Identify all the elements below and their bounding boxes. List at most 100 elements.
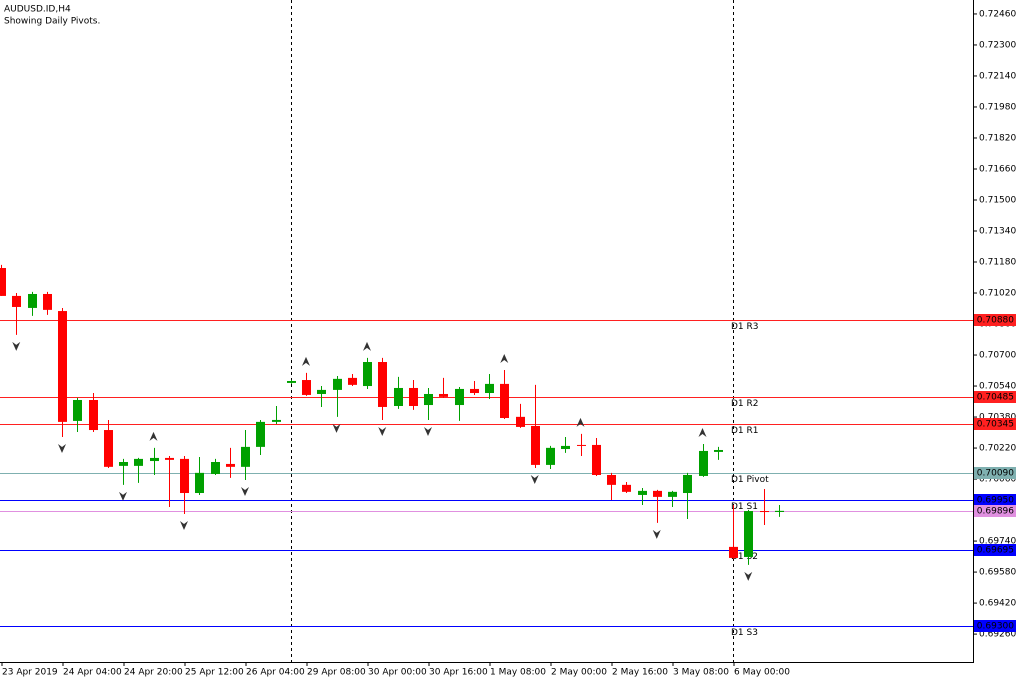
fractal-up (363, 341, 371, 351)
x-tick-label: 30 Apr 16:00 (429, 668, 488, 678)
fractal-up (302, 356, 310, 366)
y-tick-label: 0.70540 (979, 382, 1016, 392)
candle-body (73, 399, 82, 421)
candle-body (592, 444, 601, 475)
pivot-name: D1 R3 (731, 322, 759, 332)
fractal-down (119, 491, 127, 501)
candle-body (500, 383, 509, 419)
candle-body (760, 511, 769, 513)
price-label-box (974, 418, 1016, 430)
candle-body (607, 474, 616, 485)
fractal-down (424, 426, 432, 436)
fractal-down (378, 426, 387, 436)
candle-body (455, 388, 464, 406)
fractal-down (332, 423, 341, 433)
candle-body (89, 399, 98, 431)
candle-body (378, 362, 387, 407)
pivot-name: D1 Pivot (731, 475, 769, 485)
price-label: 0.69300 (977, 622, 1014, 632)
fractal-up (576, 417, 585, 427)
x-tick-label: 1 May 08:00 (490, 668, 546, 678)
fractal-down (180, 520, 188, 530)
candle-body (302, 380, 311, 395)
y-tick-label: 0.69260 (979, 630, 1016, 640)
y-tick-label: 0.69740 (979, 537, 1016, 547)
x-tick-label: 24 Apr 20:00 (124, 668, 183, 678)
fractal-down (530, 475, 539, 485)
candle-body (241, 446, 250, 467)
candle-body (180, 458, 189, 494)
price-label: 0.70345 (977, 420, 1014, 430)
candle-body (256, 421, 265, 447)
candle-body (516, 416, 525, 427)
candle-body (714, 449, 723, 452)
candle-body (287, 380, 296, 383)
x-tick-label: 29 Apr 08:00 (307, 668, 366, 678)
x-tick-label: 25 Apr 12:00 (185, 668, 244, 678)
x-tick-label: 30 Apr 00:00 (368, 668, 427, 678)
candle-body (226, 463, 235, 467)
candle-body (638, 490, 647, 495)
price-label-box (974, 391, 1016, 403)
fractal-down (58, 444, 66, 454)
y-tick-label: 0.70060 (979, 475, 1016, 485)
candle-body (470, 388, 479, 394)
chart-subtitle: Showing Daily Pivots. (4, 17, 100, 27)
price-label-box (974, 314, 1016, 326)
price-label: 0.69950 (977, 496, 1014, 506)
y-tick-label: 0.70700 (979, 351, 1016, 361)
price-label-box (974, 505, 1016, 517)
fractal-down (241, 487, 249, 497)
x-tick-label: 23 Apr 2019 (2, 668, 58, 678)
candle-body (43, 293, 52, 310)
candle-body (683, 474, 692, 494)
candle-body (561, 445, 570, 450)
candle-body (668, 491, 677, 497)
y-tick-label: 0.71820 (979, 133, 1016, 143)
candle-body (134, 458, 143, 466)
y-tick-label: 0.71020 (979, 289, 1016, 299)
candle-body (546, 447, 555, 465)
candle-body (409, 387, 418, 406)
x-tick-label: 2 May 16:00 (612, 668, 668, 678)
fractal-up (698, 427, 707, 437)
candle-body (317, 389, 326, 394)
candle-body (622, 484, 631, 492)
y-tick-label: 0.69420 (979, 599, 1016, 609)
x-tick-label: 2 May 00:00 (551, 668, 607, 678)
x-tick-label: 24 Apr 04:00 (63, 668, 122, 678)
y-tick-label: 0.72460 (979, 9, 1016, 19)
y-tick-label: 0.70380 (979, 413, 1016, 423)
candle-body (744, 511, 753, 557)
candle-body (211, 462, 220, 475)
price-label-box (974, 494, 1016, 506)
candle-body (272, 419, 281, 422)
price-label: 0.69896 (977, 507, 1014, 517)
candle-body (165, 457, 174, 460)
y-tick-label: 0.70220 (979, 444, 1016, 454)
y-tick-label: 0.71660 (979, 164, 1016, 174)
fractal-up (149, 431, 158, 441)
candle-body (699, 450, 708, 476)
fractal-down (744, 571, 753, 581)
x-tick-label: 3 May 08:00 (673, 668, 729, 678)
candle-body (119, 462, 128, 466)
pivot-name: D1 S3 (731, 628, 758, 638)
pivot-name: D1 S1 (731, 502, 758, 512)
x-tick-label: 26 Apr 04:00 (246, 668, 305, 678)
y-tick-label: 0.71500 (979, 195, 1016, 205)
fractal-up (500, 353, 509, 363)
price-label-box (974, 620, 1016, 632)
candle-body (348, 377, 357, 385)
chart-title: AUDUSD.ID,H4 (4, 5, 71, 15)
candle-body (363, 362, 372, 387)
candle-body (0, 268, 6, 296)
fractal-down (652, 529, 661, 539)
candle-body (12, 295, 21, 307)
candle-body (577, 444, 586, 446)
candle-body (195, 472, 204, 494)
price-label-box (974, 467, 1016, 479)
candle-body (729, 546, 738, 558)
